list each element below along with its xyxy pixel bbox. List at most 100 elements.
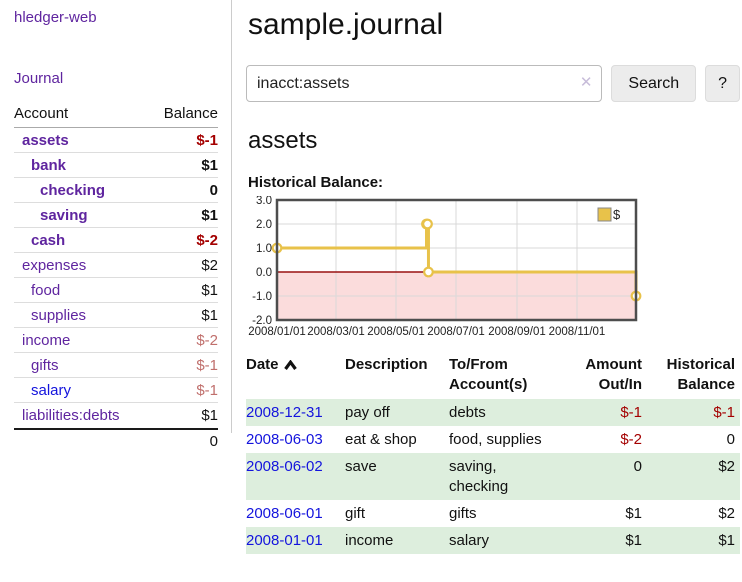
register-date-cell: 2008-06-03 [246, 426, 345, 453]
transaction-date-link[interactable]: 2008-12-31 [246, 404, 323, 421]
svg-text:3.0: 3.0 [256, 196, 272, 207]
sidebar-account-balance: $-1 [196, 381, 218, 399]
sidebar-account-link[interactable]: bank [31, 156, 67, 174]
historical-balance-chart: $3.0 2.0 1.0 0.0 -1.0 -2.0 2008/01/01 2008/03/0… [246, 196, 740, 339]
register-balance-cell: $2 [718, 458, 735, 475]
search-input[interactable] [246, 65, 603, 102]
svg-text:-2.0: -2.0 [252, 315, 272, 327]
register-accounts-cell: food, supplies [449, 431, 542, 448]
sidebar-account-row: assets $-1 [14, 128, 218, 153]
sidebar-account-row: food $1 [14, 278, 218, 303]
sidebar-account-row: expenses $2 [14, 253, 218, 278]
register-amount-cell: $1 [625, 532, 642, 549]
register-accounts-cell: debts [449, 404, 486, 421]
sidebar-divider [231, 0, 232, 433]
register-row: 2008-06-03 eat & shop food, supplies $-2 0 [246, 426, 740, 453]
register-description-cell: income [345, 532, 394, 549]
register-balance-cell: $1 [718, 532, 735, 549]
register-row: 2008-01-01 income salary $1 $1 [246, 527, 740, 554]
sidebar-account-balance: $1 [201, 206, 218, 224]
register-accounts-cell: saving, checking [449, 458, 509, 495]
sidebar-account-balance: $1 [201, 281, 218, 299]
page-title: sample.journal [248, 8, 444, 41]
account-table-header: Account Balance [14, 104, 218, 128]
svg-text:2.0: 2.0 [256, 219, 272, 231]
sidebar-account-row: liabilities:debts $1 [14, 403, 218, 428]
account-column-header: Account [14, 105, 69, 122]
sidebar-account-row: gifts $-1 [14, 353, 218, 378]
sidebar-account-balance: $-1 [196, 131, 218, 149]
sidebar-account-link[interactable]: saving [40, 206, 88, 224]
register-amount-cell: $-2 [620, 431, 642, 448]
transaction-date-link[interactable]: 2008-01-01 [246, 532, 323, 549]
sidebar-account-row: saving $1 [14, 203, 218, 228]
sidebar-account-balance: $-2 [196, 331, 218, 349]
sidebar-account-link[interactable]: income [22, 331, 71, 349]
svg-text:$: $ [613, 207, 621, 222]
sidebar-account-link[interactable]: cash [31, 231, 66, 249]
account-balance-table: Account Balance assets $-1 bank $1 check… [14, 104, 218, 453]
transaction-date-link[interactable]: 2008-06-01 [246, 505, 323, 522]
svg-text:-1.0: -1.0 [252, 291, 272, 303]
sidebar-item-journal[interactable]: Journal [14, 70, 64, 87]
register-row: 2008-06-01 gift gifts $1 $2 [246, 500, 740, 527]
register-date-cell: 2008-01-01 [246, 527, 345, 554]
register-date-cell: 2008-12-31 [246, 399, 345, 426]
date-header-label: Date [246, 356, 279, 373]
sidebar-account-list: assets $-1 bank $1 checking 0 saving $1 … [14, 128, 218, 428]
column-header-date[interactable]: Date [246, 352, 345, 399]
sidebar-account-balance: $2 [201, 256, 218, 274]
sidebar-account-link[interactable]: supplies [31, 306, 87, 324]
register-description-cell: gift [345, 505, 366, 522]
clear-search-icon[interactable]: ✕ [579, 74, 593, 91]
app-title-link[interactable]: hledger-web [14, 9, 97, 26]
sidebar-account-row: checking 0 [14, 178, 218, 203]
sidebar-account-link[interactable]: food [31, 281, 61, 299]
sidebar-account-link[interactable]: liabilities:debts [22, 407, 120, 424]
sidebar-account-link[interactable]: salary [31, 381, 72, 399]
register-description-cell: pay off [345, 404, 390, 421]
column-header-balance[interactable]: Historical Balance [666, 356, 735, 393]
transaction-date-link[interactable]: 2008-06-03 [246, 431, 323, 448]
sidebar-account-balance: $1 [201, 306, 218, 324]
sidebar-account-row: salary $-1 [14, 378, 218, 403]
sort-ascending-icon [283, 359, 297, 370]
register-table: Date Description To/From Account(s) Amou… [246, 352, 740, 554]
register-row: 2008-06-02 save saving, checking 0 $2 [246, 453, 740, 500]
search-input-wrapper: ✕ [246, 65, 603, 102]
svg-text:2008/11/01: 2008/11/01 [549, 326, 606, 338]
search-form: ✕ Search ? [246, 65, 740, 102]
svg-text:0.0: 0.0 [256, 267, 272, 279]
column-header-accounts[interactable]: To/From Account(s) [449, 356, 528, 393]
register-description-cell: save [345, 458, 377, 475]
search-help-button[interactable]: ? [705, 65, 740, 102]
account-heading: assets [248, 127, 318, 154]
sidebar-account-link[interactable]: assets [22, 131, 69, 149]
register-date-cell: 2008-06-02 [246, 453, 345, 500]
svg-text:2008/07/01: 2008/07/01 [427, 326, 485, 338]
svg-text:2008/03/01: 2008/03/01 [307, 326, 365, 338]
sidebar-account-link[interactable]: gifts [31, 356, 59, 374]
balance-column-header: Balance [163, 105, 218, 122]
search-button[interactable]: Search [611, 65, 697, 102]
sidebar-account-row: supplies $1 [14, 303, 218, 328]
sidebar-account-link[interactable]: expenses [22, 256, 87, 274]
sidebar-account-link[interactable]: checking [40, 181, 106, 199]
register-date-cell: 2008-06-01 [246, 500, 345, 527]
main-content: sample.journal ✕ Search ? assets Histori… [246, 0, 740, 554]
register-description-cell: eat & shop [345, 431, 417, 448]
register-accounts-cell: salary [449, 532, 490, 549]
sidebar-account-row: income $-2 [14, 328, 218, 353]
register-header-row: Date Description To/From Account(s) Amou… [246, 352, 740, 399]
register-amount-cell: 0 [633, 458, 642, 475]
svg-text:1.0: 1.0 [256, 243, 272, 255]
sidebar-account-balance: 0 [209, 181, 218, 199]
sidebar-account-balance: $-2 [196, 231, 218, 249]
register-balance-cell: 0 [726, 431, 735, 448]
register-balance-cell: $2 [718, 505, 735, 522]
svg-text:2008/01/01: 2008/01/01 [248, 326, 306, 338]
column-header-description[interactable]: Description [345, 356, 428, 373]
transaction-date-link[interactable]: 2008-06-02 [246, 458, 323, 475]
column-header-amount[interactable]: Amount Out/In [585, 356, 642, 393]
